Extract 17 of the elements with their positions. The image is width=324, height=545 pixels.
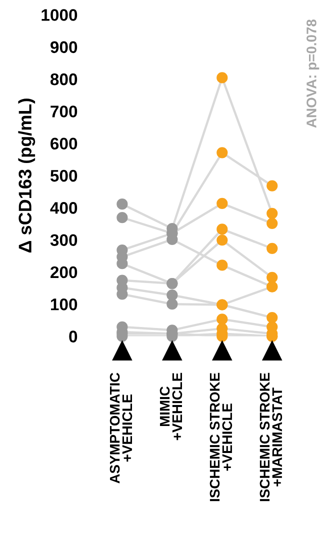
x-tick-label: ASYMPTOMATIC +VEHICLE [110, 372, 132, 484]
x-tick-label: ISCHEMIC STROKE +VEHICLE [210, 372, 232, 502]
x-tick-label: ISCHEMIC STROKE +MARIMASTAT [260, 372, 282, 502]
y-tick-label: 1000 [42, 9, 78, 21]
y-tick-label: 200 [50, 266, 78, 278]
y-tick-label: 0 [69, 330, 78, 342]
y-tick-label: 300 [50, 234, 78, 246]
x-tick-label: MIMIC +VEHICLE [160, 372, 182, 440]
y-tick-label: 600 [50, 138, 78, 150]
y-tick-label: 500 [50, 170, 78, 182]
y-tick-label: 100 [51, 298, 78, 310]
y-tick-label: 400 [50, 202, 78, 214]
y-tick-label: 700 [50, 106, 78, 118]
y-tick-label: 900 [50, 41, 78, 54]
y-tick-label: 800 [50, 73, 78, 86]
text: ANOVA: p=0.078 [306, 20, 320, 128]
y-axis-title: Δ sCD163 (pg/mL) [18, 98, 36, 252]
